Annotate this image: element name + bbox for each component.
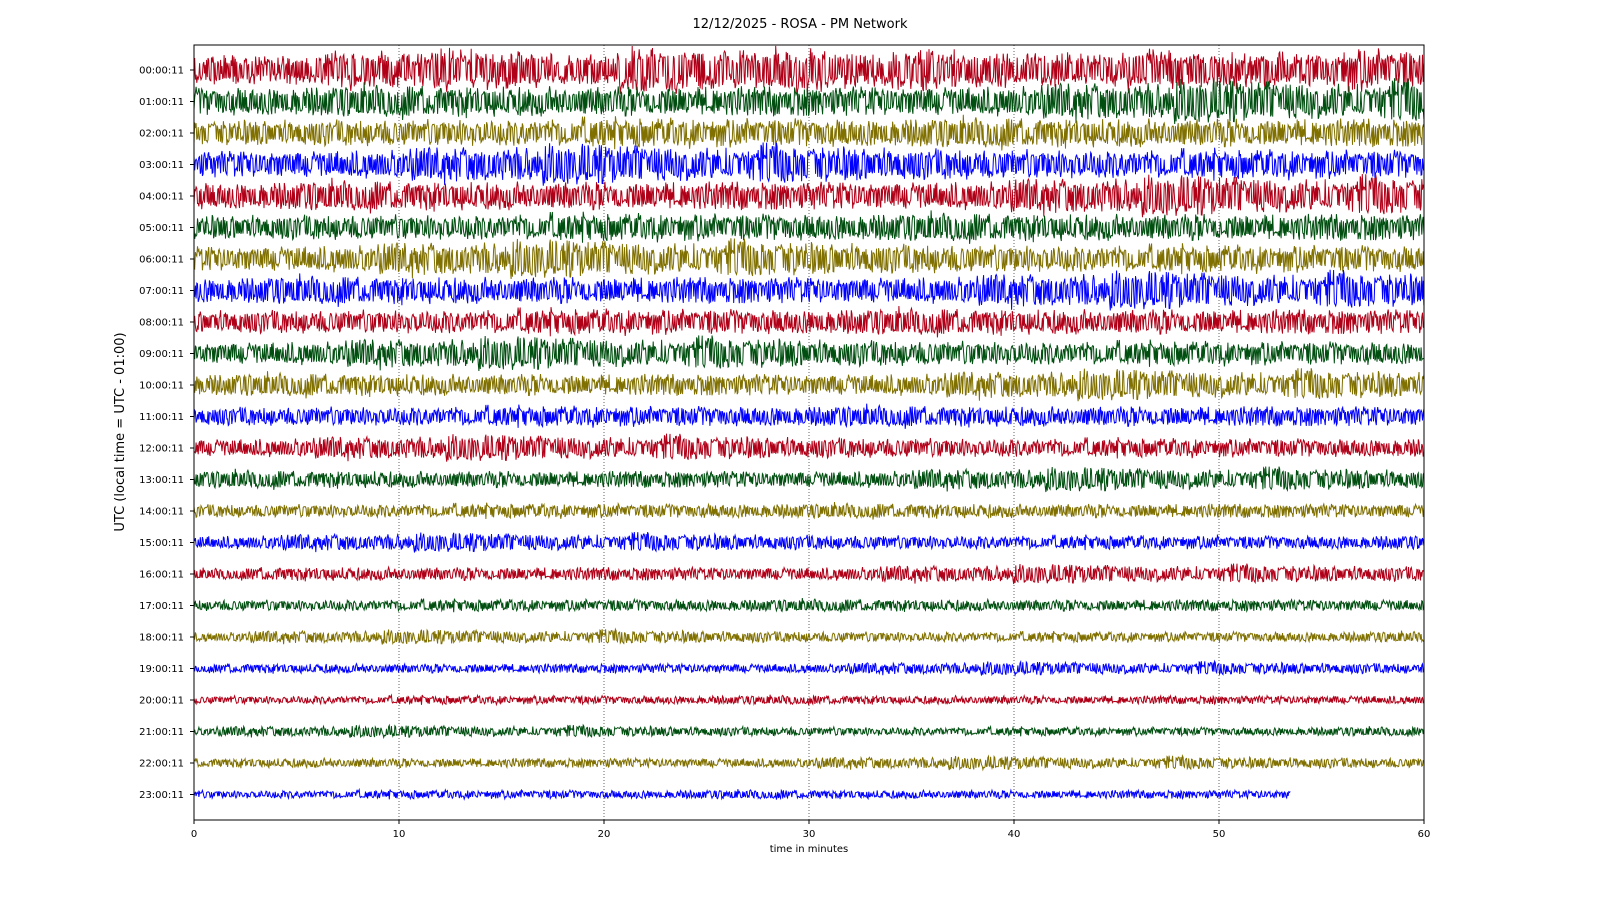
- trace-08-00-11: [193, 305, 1425, 338]
- chart-title: 12/12/2025 - ROSA - PM Network: [693, 17, 908, 32]
- trace-19-00-11: [193, 659, 1425, 677]
- y-tick-labels: 00:00:11 01:00:11 02:00:11 03:00:11 04:00:11…: [139, 66, 194, 801]
- x-axis-label: time in minutes: [770, 844, 849, 855]
- y-tick-label: 09:00:11: [139, 349, 184, 360]
- trace-10-00-11: [193, 368, 1425, 402]
- x-tick-label: 0: [191, 829, 197, 840]
- y-tick-label: 22:00:11: [139, 759, 184, 770]
- y-tick-label: 03:00:11: [139, 160, 184, 171]
- trace-18-00-11: [193, 627, 1425, 646]
- x-tick-label: 30: [803, 829, 816, 840]
- trace-23-00-11: [193, 787, 1291, 801]
- trace-05-00-11: [193, 210, 1425, 244]
- trace-13-00-11: [193, 466, 1425, 493]
- grid-lines: [398, 45, 1220, 820]
- trace-15-00-11: [193, 531, 1425, 553]
- x-tick-label: 60: [1418, 829, 1431, 840]
- y-tick-label: 14:00:11: [139, 507, 184, 518]
- y-tick-label: 17:00:11: [139, 601, 184, 612]
- y-tick-label: 23:00:11: [139, 790, 184, 801]
- y-tick-label: 20:00:11: [139, 696, 184, 707]
- x-tick-labels: 0 10 20 30 40 50 60: [191, 820, 1431, 840]
- x-tick-label: 50: [1213, 829, 1226, 840]
- trace-01-00-11: [193, 78, 1425, 125]
- y-tick-label: 01:00:11: [139, 97, 184, 108]
- trace-07-00-11: [193, 269, 1425, 311]
- trace-11-00-11: [193, 403, 1425, 429]
- x-tick-label: 20: [598, 829, 611, 840]
- y-tick-label: 16:00:11: [139, 570, 184, 581]
- y-tick-label: 00:00:11: [139, 66, 184, 77]
- trace-12-00-11: [193, 433, 1425, 462]
- y-tick-label: 18:00:11: [139, 633, 184, 644]
- y-tick-label: 04:00:11: [139, 192, 184, 203]
- y-tick-label: 07:00:11: [139, 286, 184, 297]
- trace-17-00-11: [193, 597, 1425, 614]
- trace-02-00-11: [193, 114, 1425, 151]
- seismogram-traces: [193, 45, 1425, 801]
- y-tick-label: 19:00:11: [139, 664, 184, 675]
- trace-20-00-11: [193, 693, 1425, 707]
- trace-04-00-11: [193, 173, 1425, 218]
- y-tick-label: 15:00:11: [139, 538, 184, 549]
- y-axis-label: UTC (local time = UTC - 01:00): [113, 332, 128, 531]
- trace-14-00-11: [193, 501, 1425, 520]
- x-tick-label: 40: [1008, 829, 1021, 840]
- x-tick-label: 10: [393, 829, 406, 840]
- y-tick-label: 13:00:11: [139, 475, 184, 486]
- trace-09-00-11: [193, 335, 1424, 372]
- trace-16-00-11: [193, 563, 1425, 585]
- trace-00-00-11: [193, 45, 1425, 95]
- y-tick-label: 12:00:11: [139, 444, 184, 455]
- trace-06-00-11: [193, 238, 1425, 280]
- y-tick-label: 02:00:11: [139, 129, 184, 140]
- y-tick-label: 08:00:11: [139, 318, 184, 329]
- y-tick-label: 11:00:11: [139, 412, 184, 423]
- trace-21-00-11: [193, 723, 1425, 740]
- y-tick-label: 21:00:11: [139, 727, 184, 738]
- y-tick-label: 05:00:11: [139, 223, 184, 234]
- trace-03-00-11: [193, 142, 1425, 186]
- y-tick-label: 06:00:11: [139, 255, 184, 266]
- y-tick-label: 10:00:11: [139, 381, 184, 392]
- trace-22-00-11: [193, 754, 1424, 772]
